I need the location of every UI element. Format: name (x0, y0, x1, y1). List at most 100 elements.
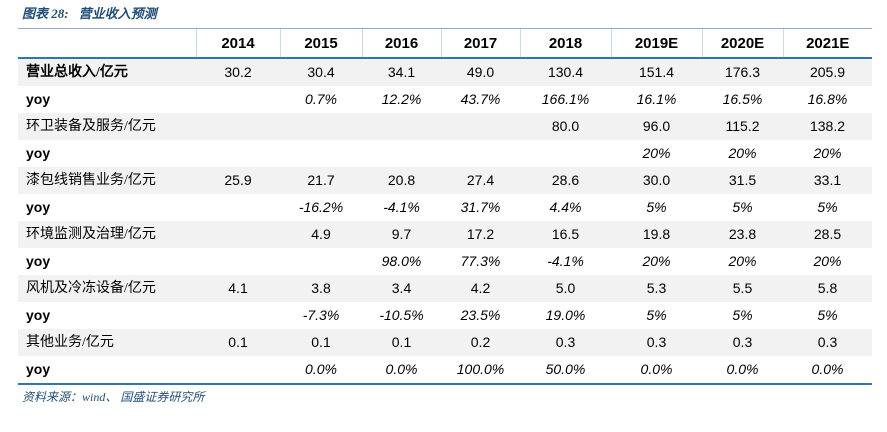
table-row: 环卫装备及服务/亿元 80.0 96.0 115.2 138.2 (18, 113, 872, 140)
table-row: yoy 98.0% 77.3% -4.1% 20% 20% 20% (18, 248, 872, 275)
table-cell: 25.9 (224, 172, 252, 188)
table-cell: 20% (728, 145, 757, 161)
table-cell: 130.4 (547, 64, 584, 80)
table-cell: 20% (728, 253, 757, 269)
column-header-2016: 2016 (361, 29, 441, 59)
table-row: 环境监测及治理/亿元 4.9 9.7 17.2 16.5 19.8 23.8 28.5 (18, 221, 872, 248)
table-cell (362, 113, 441, 140)
table-cell: 12.2% (381, 91, 422, 107)
table-cell: 176.3 (724, 64, 761, 80)
row-label: yoy (26, 91, 51, 107)
table-cell: 20% (642, 145, 671, 161)
table-cell: 5% (646, 199, 667, 215)
row-label: yoy (26, 145, 51, 161)
table-cell: 20% (813, 145, 842, 161)
table-cell (196, 248, 280, 275)
row-label: yoy (26, 307, 51, 323)
table-cell: 16.5% (722, 91, 763, 107)
table-cell: -4.1% (547, 253, 584, 269)
table-cell: 0.7% (305, 91, 337, 107)
row-label: yoy (26, 199, 51, 215)
table-cell: 5% (817, 307, 838, 323)
table-cell (520, 140, 611, 167)
table-cell: 27.4 (466, 172, 495, 188)
table-cell: 5% (732, 307, 753, 323)
table-row: yoy 0.0% 0.0% 100.0% 50.0% 0.0% 0.0% 0.0% (18, 356, 872, 384)
table-cell: 0.0% (305, 361, 337, 377)
table-cell: 50.0% (545, 361, 586, 377)
table-cell: -7.3% (302, 307, 340, 323)
table-cell: -16.2% (298, 199, 344, 215)
figure-title: 图表 28: 营业收入预测 (18, 6, 872, 22)
table-cell: 4.2 (470, 280, 491, 296)
table-cell: 21.7 (307, 172, 335, 188)
table-cell: 43.7% (460, 91, 501, 107)
table-cell: 33.1 (813, 172, 842, 188)
table-cell: 20% (813, 253, 842, 269)
table-row: yoy 20% 20% 20% (18, 140, 872, 167)
table-cell: 5.0 (555, 280, 576, 296)
table-cell: -10.5% (379, 307, 424, 323)
column-header-2021E: 2021E (782, 29, 872, 59)
table-row: yoy 0.7% 12.2% 43.7% 166.1% 16.1% 16.5% 16.8% (18, 86, 872, 113)
table-cell (196, 113, 280, 140)
table-cell: 19.0% (545, 307, 586, 323)
table-cell: 5% (646, 307, 667, 323)
row-label: 漆包线销售业务/亿元 (26, 173, 156, 188)
table-cell: 5% (817, 199, 838, 215)
table-cell: 16.5 (551, 226, 580, 242)
table-cell: 23.5% (460, 307, 501, 323)
table-cell: 4.4% (549, 199, 582, 215)
table-cell (441, 113, 520, 140)
corner-header (18, 29, 196, 59)
table-cell: 0.0% (726, 361, 759, 377)
table-cell: 31.7% (460, 199, 501, 215)
report-figure: 图表 28: 营业收入预测 2014 2015 2016 2017 2018 2019E 20… (18, 6, 872, 404)
column-header-2020E: 2020E (701, 29, 783, 59)
title-divider (18, 28, 872, 29)
table-row: yoy -16.2% -4.1% 31.7% 4.4% 5% 5% 5% (18, 194, 872, 221)
table-cell: 30.2 (224, 64, 252, 80)
row-label: 其他业务/亿元 (26, 335, 114, 350)
table-cell: 205.9 (809, 64, 846, 80)
row-label: yoy (26, 253, 51, 269)
table-cell: 80.0 (551, 118, 580, 134)
table-cell (196, 194, 280, 221)
table-cell: 28.5 (813, 226, 842, 242)
table-cell (196, 140, 280, 167)
table-cell (280, 113, 362, 140)
table-cell: 17.2 (466, 226, 495, 242)
table-cell (280, 140, 362, 167)
column-header-2015: 2015 (279, 29, 362, 59)
revenue-forecast-table: 2014 2015 2016 2017 2018 2019E 2020E 2021E 营业总收… (18, 29, 872, 385)
table-cell: 9.7 (391, 226, 412, 242)
table-cell: -4.1% (383, 199, 420, 215)
column-header-2019E: 2019E (610, 29, 702, 59)
table-cell: 23.8 (728, 226, 757, 242)
table-cell: 98.0% (381, 253, 422, 269)
table-cell (441, 140, 520, 167)
table-cell: 16.1% (636, 91, 677, 107)
table-cell: 0.3 (732, 334, 753, 350)
table-cell: 0.0% (640, 361, 673, 377)
table-cell: 151.4 (638, 64, 675, 80)
table-cell: 0.1 (228, 334, 248, 350)
table-cell (196, 302, 280, 329)
table-cell (196, 356, 280, 384)
table-cell: 0.0% (385, 361, 418, 377)
table-row: 其他业务/亿元 0.1 0.1 0.1 0.2 0.3 0.3 0.3 0.3 (18, 329, 872, 356)
table-cell: 5.3 (646, 280, 667, 296)
table-cell (362, 140, 441, 167)
column-header-2017: 2017 (440, 29, 520, 59)
table-cell: 28.6 (551, 172, 580, 188)
table-cell: 5.8 (817, 280, 838, 296)
table-cell: 20% (642, 253, 671, 269)
table-cell: 34.1 (387, 64, 416, 80)
table-header-row: 2014 2015 2016 2017 2018 2019E 2020E 2021E (18, 29, 872, 59)
table-row: yoy -7.3% -10.5% 23.5% 19.0% 5% 5% 5% (18, 302, 872, 329)
table-cell: 4.1 (228, 280, 248, 296)
table-cell: 0.3 (817, 334, 838, 350)
table-cell: 77.3% (460, 253, 501, 269)
row-label: 环卫装备及服务/亿元 (26, 119, 156, 134)
figure-title-text: 营业收入预测 (78, 6, 157, 21)
